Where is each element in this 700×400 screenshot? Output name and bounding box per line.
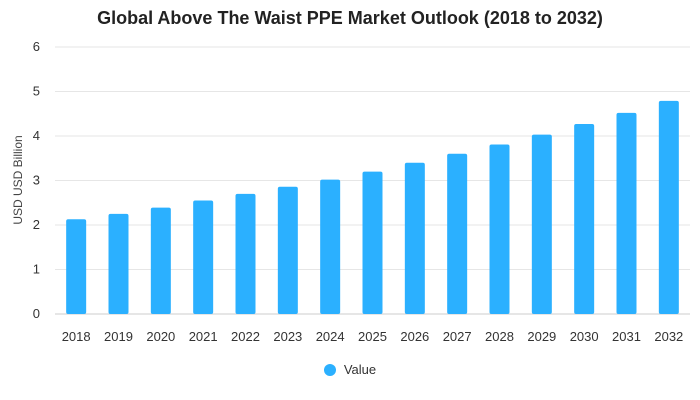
chart-title: Global Above The Waist PPE Market Outloo… bbox=[97, 8, 603, 28]
x-tick-label-2029: 2029 bbox=[527, 329, 556, 344]
x-axis-ticks: 2018 2019 2020 2021 2022 2023 2024 2025 2026 2027… bbox=[62, 329, 684, 344]
y-axis-title: USD USD Billion bbox=[11, 135, 25, 224]
bar-2026[interactable] bbox=[404, 162, 425, 314]
x-tick-label-2027: 2027 bbox=[443, 329, 472, 344]
bar-2027[interactable] bbox=[447, 153, 468, 314]
x-tick-label-2031: 2031 bbox=[612, 329, 641, 344]
bar-2025[interactable] bbox=[362, 171, 383, 314]
y-tick-label: 0 bbox=[33, 306, 40, 321]
x-tick-label-2032: 2032 bbox=[654, 329, 683, 344]
y-tick-label: 4 bbox=[33, 128, 40, 143]
bar-2023[interactable] bbox=[277, 186, 298, 314]
legend-label-value: Value bbox=[343, 362, 377, 377]
bar-2032[interactable] bbox=[658, 100, 679, 314]
bar-2018[interactable] bbox=[66, 219, 87, 314]
y-tick-label: 1 bbox=[33, 262, 40, 277]
bar-2024[interactable] bbox=[320, 179, 341, 314]
bars bbox=[66, 100, 679, 314]
bar-2030[interactable] bbox=[574, 123, 595, 314]
bar-2022[interactable] bbox=[235, 193, 256, 314]
bar-2029[interactable] bbox=[531, 134, 552, 314]
y-tick-label: 2 bbox=[33, 217, 40, 232]
y-tick-label: 5 bbox=[33, 84, 40, 99]
y-axis-ticks: 0 1 2 3 4 5 6 bbox=[33, 39, 40, 321]
x-tick-label-2023: 2023 bbox=[273, 329, 302, 344]
x-tick-label-2020: 2020 bbox=[146, 329, 175, 344]
y-tick-label: 3 bbox=[33, 173, 40, 188]
x-tick-label-2028: 2028 bbox=[485, 329, 514, 344]
x-tick-label-2018: 2018 bbox=[62, 329, 91, 344]
x-tick-label-2022: 2022 bbox=[231, 329, 260, 344]
legend[interactable]: Value bbox=[0, 362, 700, 377]
x-tick-label-2025: 2025 bbox=[358, 329, 387, 344]
bar-2021[interactable] bbox=[193, 200, 214, 314]
bar-2031[interactable] bbox=[616, 112, 637, 314]
x-tick-label-2024: 2024 bbox=[316, 329, 345, 344]
x-tick-label-2019: 2019 bbox=[104, 329, 133, 344]
x-tick-label-2026: 2026 bbox=[400, 329, 429, 344]
legend-swatch-value bbox=[323, 363, 336, 376]
bar-2019[interactable] bbox=[108, 213, 129, 314]
bar-2020[interactable] bbox=[150, 207, 171, 314]
x-tick-label-2021: 2021 bbox=[189, 329, 218, 344]
bar-2028[interactable] bbox=[489, 144, 510, 314]
x-tick-label-2030: 2030 bbox=[570, 329, 599, 344]
y-tick-label: 6 bbox=[33, 39, 40, 54]
